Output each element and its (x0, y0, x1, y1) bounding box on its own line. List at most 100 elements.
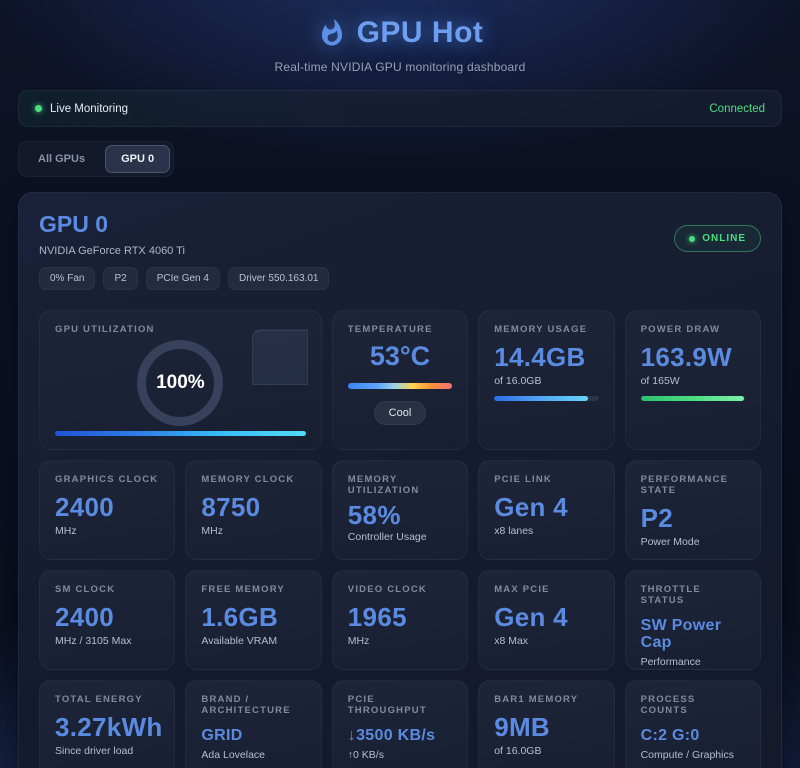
tab-gpu-0[interactable]: GPU 0 (105, 145, 171, 173)
temperature-gradient-bar (347, 383, 453, 389)
temperature-status-chip: Cool (373, 401, 427, 425)
total-energy-value: 3.27kWh (55, 712, 163, 742)
max-pcie-sub: x8 Max (494, 635, 529, 648)
pcie-link-sub: x8 lanes (494, 525, 534, 538)
metric-label: GPU UTILIZATION (55, 324, 155, 335)
power-draw-sub: of 165W (640, 375, 680, 388)
metric-label: TEMPERATURE (347, 324, 433, 335)
performance-state-value: P2 (640, 503, 673, 533)
metric-label: PROCESS COUNTS (640, 694, 696, 716)
pcie-link-value: Gen 4 (494, 492, 568, 522)
metric-label: PCIE LINK (494, 474, 552, 485)
fan-badge: 0% Fan (39, 267, 96, 290)
video-clock-card: VIDEO CLOCK 1965 MHz (331, 570, 469, 670)
metric-label: FREE MEMORY (201, 584, 285, 595)
metric-label: SM CLOCK (55, 584, 116, 595)
memory-clock-value: 8750 (201, 492, 261, 522)
metric-label: TOTAL ENERGY (55, 694, 143, 705)
connection-status: Connected (709, 102, 765, 115)
power-draw-bar (640, 396, 745, 402)
utilization-donut: 100% (137, 340, 224, 426)
memory-clock-sub: MHz (201, 525, 223, 538)
gpu-0-card: GPU 0 NVIDIA GeForce RTX 4060 Ti 0% Fan … (18, 192, 782, 768)
utilization-sparkline (251, 329, 308, 385)
memory-usage-value: 14.4GB (494, 342, 586, 372)
sm-clock-card: SM CLOCK 2400 MHz / 3105 Max (39, 570, 176, 670)
video-clock-value: 1965 (347, 602, 407, 632)
throttle-status-value: SW Power Cap (640, 617, 722, 651)
pcie-throughput-card: PCIE THROUGHPUT ↓3500 KB/s ↑0 KB/s (331, 680, 469, 768)
max-pcie-card: MAX PCIE Gen 4 x8 Max (478, 570, 615, 670)
process-counts-value: C:2 G:0 (640, 727, 700, 744)
live-monitoring-label: Live Monitoring (50, 102, 128, 115)
gpu-utilization-card: GPU UTILIZATION 100% (39, 310, 322, 450)
bar1-memory-card: BAR1 MEMORY 9MB of 16.0GB (478, 680, 615, 768)
brand-architecture-card: BRAND / ARCHITECTURE GRID Ada Lovelace (185, 680, 322, 768)
metric-label: MEMORY CLOCK (201, 474, 295, 485)
brand-value: GRID (201, 727, 243, 744)
power-draw-value: 163.9W (640, 342, 732, 372)
metric-label: PERFORMANCE STATE (640, 474, 729, 496)
gpu-tabs: All GPUs GPU 0 (18, 141, 175, 177)
graphics-clock-card: GRAPHICS CLOCK 2400 MHz (39, 460, 176, 560)
power-draw-card: POWER DRAW 163.9W of 165W (624, 310, 761, 450)
tab-all-gpus[interactable]: All GPUs (22, 145, 101, 173)
metrics-grid: GPU UTILIZATION 100% TEMPERATURE 53°C Co… (39, 310, 761, 768)
process-counts-sub: Compute / Graphics (640, 748, 734, 761)
temperature-value: 53°C (369, 341, 431, 371)
video-clock-sub: MHz (347, 635, 370, 648)
flame-icon (321, 18, 342, 46)
sm-clock-sub: MHz / 3105 Max (55, 635, 132, 648)
memory-clock-card: MEMORY CLOCK 8750 MHz (185, 460, 322, 560)
memory-utilization-value: 58% (347, 500, 401, 530)
memory-utilization-sub: Controller Usage (347, 531, 427, 544)
live-status-dot-icon (35, 105, 42, 112)
online-dot-icon (689, 235, 696, 242)
performance-state-card: PERFORMANCE STATE P2 Power Mode (624, 460, 761, 560)
temperature-card: TEMPERATURE 53°C Cool (331, 310, 469, 450)
graphics-clock-sub: MHz (55, 525, 77, 538)
total-energy-sub: Since driver load (55, 745, 134, 758)
bar1-memory-value: 9MB (494, 712, 550, 742)
free-memory-sub: Available VRAM (201, 635, 278, 648)
pcie-rx-value: ↓3500 KB/s (347, 727, 436, 744)
metric-label: VIDEO CLOCK (347, 584, 427, 595)
architecture-sub: Ada Lovelace (201, 748, 266, 761)
gpu-badge-row: 0% Fan P2 PCIe Gen 4 Driver 550.163.01 (39, 267, 330, 290)
gpu-card-title: GPU 0 (39, 211, 109, 237)
metric-label: MEMORY USAGE (494, 324, 588, 335)
sm-clock-value: 2400 (55, 602, 115, 632)
bar1-memory-sub: of 16.0GB (494, 745, 542, 758)
metric-label: POWER DRAW (640, 324, 721, 335)
metric-label: PCIE THROUGHPUT (347, 694, 427, 716)
free-memory-card: FREE MEMORY 1.6GB Available VRAM (185, 570, 322, 670)
page-title: GPU Hot (356, 16, 484, 49)
utilization-bar (55, 431, 306, 436)
total-energy-card: TOTAL ENERGY 3.27kWh Since driver load (39, 680, 176, 768)
utilization-value: 100% (156, 372, 205, 393)
memory-usage-bar (494, 396, 599, 402)
pcie-link-card: PCIE LINK Gen 4 x8 lanes (478, 460, 615, 560)
gpu-model-name: NVIDIA GeForce RTX 4060 Ti (39, 245, 185, 257)
memory-usage-card: MEMORY USAGE 14.4GB of 16.0GB (478, 310, 615, 450)
free-memory-value: 1.6GB (201, 602, 279, 632)
pcie-gen-badge: PCIe Gen 4 (145, 267, 220, 290)
max-pcie-value: Gen 4 (494, 602, 568, 632)
graphics-clock-value: 2400 (55, 492, 115, 522)
metric-label: BRAND / ARCHITECTURE (201, 694, 291, 716)
process-counts-card: PROCESS COUNTS C:2 G:0 Compute / Graphic… (624, 680, 761, 768)
metric-label: THROTTLE STATUS (640, 584, 701, 606)
metric-label: MAX PCIE (494, 584, 550, 595)
metric-label: MEMORY UTILIZATION (347, 474, 420, 496)
memory-utilization-card: MEMORY UTILIZATION 58% Controller Usage (331, 460, 469, 560)
app-header: GPU Hot Real-time NVIDIA GPU monitoring … (18, 12, 782, 74)
pstate-badge: P2 (103, 267, 138, 290)
online-status-badge: ONLINE (674, 225, 761, 252)
status-bar: Live Monitoring Connected (18, 90, 782, 127)
throttle-status-card: THROTTLE STATUS SW Power Cap Performance (624, 570, 761, 670)
pcie-tx-value: ↑0 KB/s (347, 748, 384, 761)
page-subtitle: Real-time NVIDIA GPU monitoring dashboar… (274, 60, 526, 74)
memory-usage-sub: of 16.0GB (494, 375, 542, 388)
metric-label: GRAPHICS CLOCK (55, 474, 159, 485)
